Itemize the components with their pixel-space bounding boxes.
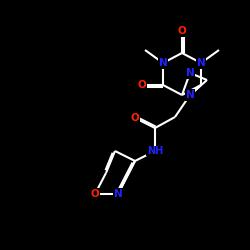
- Text: O: O: [130, 113, 140, 123]
- Text: N: N: [114, 189, 122, 199]
- Text: NH: NH: [147, 146, 163, 156]
- Text: N: N: [196, 58, 205, 68]
- Text: N: N: [159, 58, 168, 68]
- Text: O: O: [178, 26, 186, 36]
- Text: N: N: [186, 90, 194, 100]
- Text: O: O: [90, 189, 100, 199]
- Text: N: N: [186, 68, 194, 78]
- Text: O: O: [138, 80, 146, 90]
